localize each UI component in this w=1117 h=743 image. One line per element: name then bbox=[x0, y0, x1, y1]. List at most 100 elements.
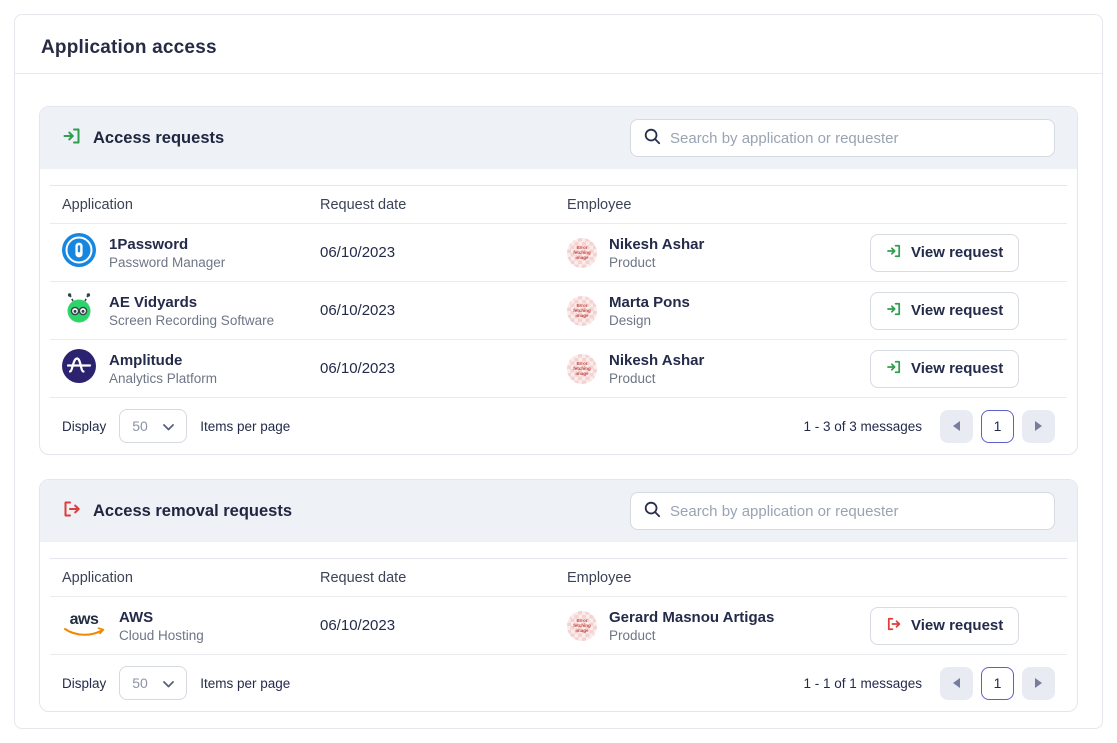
table-header-row: Application Request date Employee bbox=[50, 185, 1067, 224]
avatar: Error fetching image bbox=[567, 610, 597, 641]
display-label: Display bbox=[62, 675, 107, 691]
enter-icon bbox=[886, 359, 902, 379]
card-header: Application access bbox=[15, 15, 1102, 74]
employee-name: Nikesh Ashar bbox=[609, 235, 705, 253]
panel-title-label: Access requests bbox=[93, 128, 225, 147]
app-subtitle: Analytics Platform bbox=[109, 370, 218, 386]
arrow-right-icon bbox=[1035, 421, 1042, 431]
view-request-button[interactable]: View request bbox=[870, 349, 1020, 388]
app-subtitle: Password Manager bbox=[109, 254, 226, 270]
access-removal-requests-panel: Access removal requests Application Requ… bbox=[39, 479, 1078, 712]
employee-dept: Product bbox=[609, 627, 656, 643]
arrow-left-icon bbox=[953, 421, 960, 431]
column-header-employee: Employee bbox=[567, 569, 632, 586]
exit-icon bbox=[62, 499, 82, 524]
arrow-left-icon bbox=[953, 678, 960, 688]
table-footer: Display 50 Items per page 1 - 3 of 3 mes… bbox=[50, 398, 1067, 454]
next-page-button[interactable] bbox=[1022, 409, 1055, 443]
employee-cell: Error fetching image Gerard Masnou Artig… bbox=[567, 609, 870, 643]
access-removal-requests-header: Access removal requests bbox=[40, 480, 1077, 542]
prev-page-button[interactable] bbox=[940, 666, 973, 700]
column-header-application: Application bbox=[62, 196, 133, 213]
card-content: Access requests Application Request date… bbox=[15, 74, 1102, 730]
application-cell: 1Password Password Manager bbox=[50, 233, 320, 272]
view-request-button[interactable]: View request bbox=[870, 291, 1020, 330]
search-box bbox=[630, 492, 1055, 530]
employee-dept: Design bbox=[609, 312, 652, 328]
view-request-label: View request bbox=[911, 617, 1004, 634]
app-name: AE Vidyards bbox=[109, 293, 198, 311]
enter-icon bbox=[62, 126, 82, 151]
access-removal-table: Application Request date Employee aws bbox=[40, 558, 1077, 711]
avatar: Error fetching image bbox=[567, 295, 597, 326]
aws-icon: aws bbox=[62, 612, 106, 638]
amplitude-icon bbox=[62, 349, 96, 388]
view-request-label: View request bbox=[911, 360, 1004, 377]
view-request-button[interactable]: View request bbox=[870, 233, 1020, 272]
application-cell: aws AWS Cloud Hosting bbox=[50, 609, 320, 643]
column-header-request-date: Request date bbox=[320, 196, 407, 213]
view-request-button[interactable]: View request bbox=[870, 606, 1020, 645]
access-requests-panel: Access requests Application Request date… bbox=[39, 106, 1078, 455]
prev-page-button[interactable] bbox=[940, 409, 973, 443]
panel-title: Access requests bbox=[62, 126, 224, 151]
current-page-button[interactable]: 1 bbox=[981, 409, 1014, 443]
exit-icon bbox=[886, 616, 902, 636]
table-row: Amplitude Analytics Platform 06/10/2023 … bbox=[50, 340, 1067, 398]
access-requests-header: Access requests bbox=[40, 107, 1077, 169]
table-header-row: Application Request date Employee bbox=[50, 558, 1067, 597]
column-header-employee: Employee bbox=[567, 196, 632, 213]
table-footer: Display 50 Items per page 1 - 1 of 1 mes… bbox=[50, 655, 1067, 711]
app-name: AWS bbox=[119, 608, 154, 626]
page-title: Application access bbox=[41, 37, 217, 58]
search-input[interactable] bbox=[670, 502, 1042, 520]
table-row: 1Password Password Manager 06/10/2023 Er… bbox=[50, 224, 1067, 282]
pagination-summary: 1 - 1 of 1 messages bbox=[803, 675, 922, 691]
chevron-down-icon bbox=[163, 418, 175, 434]
current-page-button[interactable]: 1 bbox=[981, 666, 1014, 700]
avatar: Error fetching image bbox=[567, 353, 597, 384]
request-date: 06/10/2023 bbox=[320, 360, 396, 377]
app-subtitle: Cloud Hosting bbox=[119, 627, 204, 643]
pagination: 1 - 1 of 1 messages 1 bbox=[803, 666, 1055, 700]
page-size-select[interactable]: 50 bbox=[119, 666, 188, 700]
employee-name: Nikesh Ashar bbox=[609, 351, 705, 369]
panel-title-label: Access removal requests bbox=[93, 501, 293, 520]
ae-vidyards-icon bbox=[62, 291, 96, 330]
request-date: 06/10/2023 bbox=[320, 302, 396, 319]
display-label: Display bbox=[62, 418, 107, 434]
employee-cell: Error fetching image Marta Pons Design bbox=[567, 294, 870, 328]
application-cell: Amplitude Analytics Platform bbox=[50, 349, 320, 388]
items-per-page-label: Items per page bbox=[200, 675, 291, 691]
search-input[interactable] bbox=[670, 129, 1042, 147]
pagination: 1 - 3 of 3 messages 1 bbox=[803, 409, 1055, 443]
pagination-summary: 1 - 3 of 3 messages bbox=[803, 418, 922, 434]
search-box bbox=[630, 119, 1055, 157]
employee-cell: Error fetching image Nikesh Ashar Produc… bbox=[567, 352, 870, 386]
column-header-application: Application bbox=[62, 569, 133, 586]
chevron-down-icon bbox=[163, 675, 175, 691]
view-request-label: View request bbox=[911, 302, 1004, 319]
employee-cell: Error fetching image Nikesh Ashar Produc… bbox=[567, 236, 870, 270]
page-size-select[interactable]: 50 bbox=[119, 409, 188, 443]
employee-name: Marta Pons bbox=[609, 293, 690, 311]
app-name: 1Password bbox=[109, 235, 189, 253]
request-date: 06/10/2023 bbox=[320, 617, 396, 634]
application-access-card: Application access Access requests bbox=[14, 14, 1103, 729]
panel-title: Access removal requests bbox=[62, 499, 292, 524]
employee-dept: Product bbox=[609, 370, 656, 386]
employee-dept: Product bbox=[609, 254, 656, 270]
application-cell: AE Vidyards Screen Recording Software bbox=[50, 291, 320, 330]
table-row: aws AWS Cloud Hosting 06/10/2023 bbox=[50, 597, 1067, 655]
arrow-right-icon bbox=[1035, 678, 1042, 688]
column-header-request-date: Request date bbox=[320, 569, 407, 586]
1password-icon bbox=[62, 233, 96, 272]
search-icon bbox=[643, 127, 661, 150]
table-row: AE Vidyards Screen Recording Software 06… bbox=[50, 282, 1067, 340]
app-subtitle: Screen Recording Software bbox=[109, 312, 275, 328]
enter-icon bbox=[886, 301, 902, 321]
items-per-page-label: Items per page bbox=[200, 418, 291, 434]
employee-name: Gerard Masnou Artigas bbox=[609, 608, 775, 626]
next-page-button[interactable] bbox=[1022, 666, 1055, 700]
search-icon bbox=[643, 500, 661, 523]
